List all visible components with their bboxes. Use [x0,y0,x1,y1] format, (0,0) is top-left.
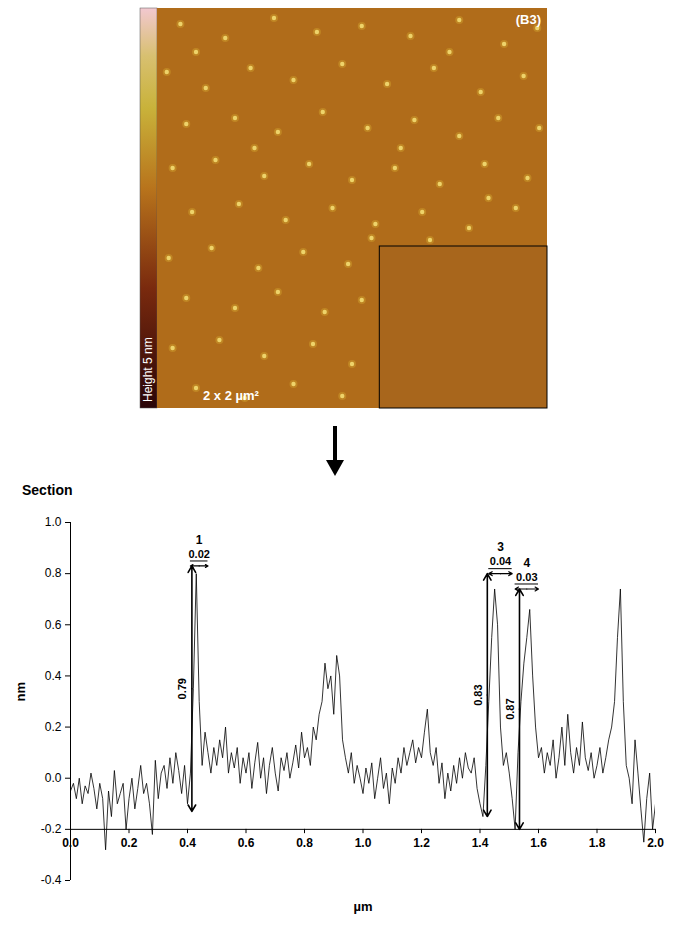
svg-text:0.6: 0.6 [238,836,255,850]
svg-text:0.04: 0.04 [490,555,512,567]
svg-text:1: 1 [196,533,203,547]
svg-text:0.8: 0.8 [45,566,62,580]
svg-text:0.79: 0.79 [176,678,188,699]
svg-text:-0.4: -0.4 [41,873,62,887]
svg-text:0.02: 0.02 [188,547,209,559]
svg-text:0.4: 0.4 [179,836,196,850]
svg-text:1.0: 1.0 [45,515,62,529]
svg-text:1.4: 1.4 [472,836,489,850]
svg-text:1.2: 1.2 [413,836,430,850]
svg-text:0.2: 0.2 [45,720,62,734]
svg-text:1.6: 1.6 [530,836,547,850]
svg-text:0.4: 0.4 [45,669,62,683]
svg-text:3: 3 [497,540,504,554]
svg-text:0.87: 0.87 [504,698,516,719]
svg-text:0.6: 0.6 [45,618,62,632]
svg-text:-0.2: -0.2 [41,822,62,836]
svg-text:0.83: 0.83 [472,684,484,705]
svg-text:0.8: 0.8 [296,836,313,850]
svg-text:1.8: 1.8 [589,836,606,850]
svg-text:4: 4 [523,556,530,570]
svg-text:1.0: 1.0 [355,836,372,850]
svg-text:(B3): (B3) [516,12,541,27]
svg-text:0.0: 0.0 [45,771,62,785]
svg-text:0.03: 0.03 [516,571,537,583]
html-text:Section: Section [22,482,73,498]
svg-text:nm: nm [13,682,28,702]
svg-text:µm: µm [353,899,372,914]
svg-text:0.0: 0.0 [62,836,79,850]
svg-text:Height 5 nm: Height 5 nm [141,337,155,402]
svg-text:0.2: 0.2 [121,836,138,850]
svg-text:2.0: 2.0 [647,836,664,850]
svg-text:2 x 2 µm²: 2 x 2 µm² [203,388,260,403]
